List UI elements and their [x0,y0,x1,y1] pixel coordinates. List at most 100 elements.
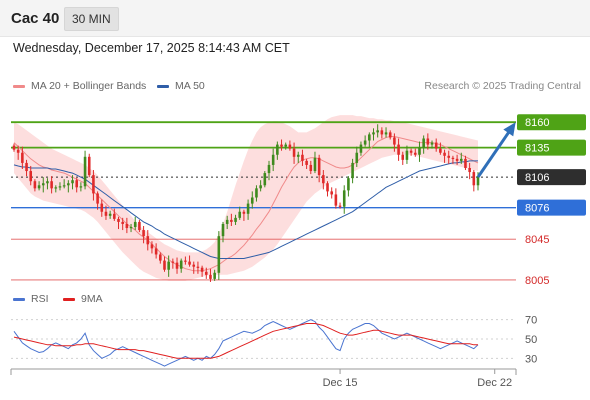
candle-19 [92,170,95,201]
candle-15 [75,178,78,193]
candle-88 [380,127,384,139]
candle-body-96 [414,152,417,155]
candle-106 [455,154,459,165]
rsi-line [13,319,479,367]
candle-body-74 [322,175,325,184]
candle-104 [447,150,451,164]
candle-82 [355,146,359,167]
candle-65 [284,142,288,150]
legend-rsi-swatch [13,297,25,301]
candle-body-48 [213,272,216,279]
candle-34 [154,243,158,259]
candle-body-29 [133,221,137,228]
candle-45 [200,265,204,277]
candle-body-17 [83,156,87,187]
interval-selector[interactable]: 30 MIN [64,7,119,31]
candle-body-67 [292,148,296,157]
candle-74 [322,170,325,190]
candle-68 [296,151,300,163]
candle-body-64 [280,144,283,147]
level-label-8106: 8106 [525,172,549,184]
level-label-8135: 8135 [525,143,549,155]
candle-body-54 [238,211,242,218]
candle-body-91 [393,137,396,145]
candle-95 [409,148,413,156]
candle-22 [104,205,108,220]
candle-13 [67,180,70,193]
candle-body-13 [67,183,70,186]
x-tick-label-Dec-22: Dec 22 [477,377,512,389]
candle-81 [351,158,354,184]
candle-body-78 [338,205,342,207]
candle-44 [196,261,200,274]
candle-body-1 [16,149,20,153]
candle-29 [133,216,137,231]
candle-body-100 [430,142,434,145]
rsi-tick-30: 30 [525,353,537,365]
candle-41 [184,256,187,265]
candle-body-75 [326,183,329,192]
candle-7 [41,177,45,193]
candle-76 [330,187,333,199]
candle-85 [368,132,371,148]
candle-body-95 [409,150,413,153]
candle-77 [334,188,338,209]
candle-body-68 [296,154,300,157]
candle-body-18 [87,156,91,176]
legend-ma50-label: MA 50 [175,80,205,92]
candle-110 [472,170,476,192]
candle-92 [397,138,400,161]
candle-body-47 [209,274,212,279]
candle-body-3 [25,162,28,172]
candle-body-24 [113,213,116,219]
candle-body-94 [405,150,409,160]
candle-body-79 [342,190,346,207]
candle-71 [309,160,313,175]
candle-body-107 [459,158,463,161]
candle-body-85 [368,134,371,141]
candle-body-87 [376,130,379,133]
candle-body-27 [125,223,129,229]
candle-83 [359,141,363,156]
candle-48 [213,269,216,281]
candle-body-34 [154,248,158,255]
candle-24 [113,208,116,221]
legend-ma50-swatch [157,84,169,88]
candle-2 [21,146,24,170]
candle-body-4 [29,171,33,182]
candle-60 [263,171,267,188]
forecast-arrow-shaft [476,129,512,178]
level-tag-8076 [517,199,586,216]
candle-body-41 [184,260,187,262]
candle-9 [50,176,53,194]
candle-body-21 [100,203,104,212]
candle-20 [96,191,99,210]
candle-108 [464,155,467,171]
candle-body-88 [380,130,384,135]
candle-body-6 [37,185,41,189]
level-tag-8106 [517,169,586,186]
candle-93 [401,151,405,165]
candle-body-89 [384,132,388,135]
chart-timestamp: Wednesday, December 17, 2025 8:14:43 AM … [13,41,290,55]
candle-69 [301,149,304,166]
candle-99 [426,133,430,150]
candle-14 [71,175,74,190]
candle-body-77 [334,194,338,206]
candle-59 [259,180,262,192]
candle-97 [418,141,421,162]
candle-39 [175,257,179,274]
candle-body-5 [33,181,37,189]
candle-72 [313,151,317,174]
legend-9ma-swatch [63,297,75,301]
legend-9ma: 9MA [63,293,103,305]
rsi-tick-70: 70 [525,315,537,327]
candle-47 [209,268,212,282]
candle-86 [372,128,375,141]
candle-36 [163,256,166,272]
candle-80 [347,176,350,197]
candle-body-0 [12,145,16,150]
candle-body-106 [455,158,459,161]
candle-body-52 [230,219,233,222]
